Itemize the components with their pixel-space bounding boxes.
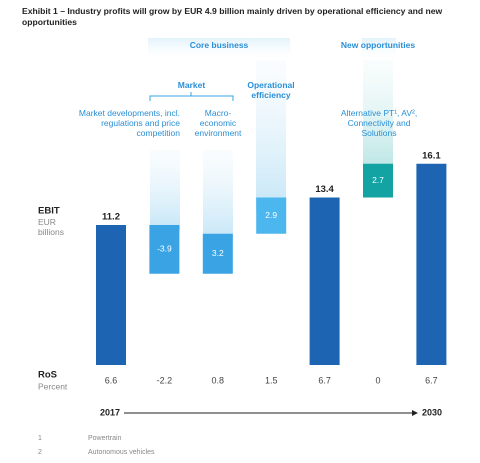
market-bracket	[149, 92, 234, 101]
glow-column	[256, 60, 286, 210]
ros-value: -2.2	[157, 375, 173, 385]
ros-unit: Percent	[38, 381, 68, 391]
description: Alternative PT¹, AV², Connectivity and S…	[340, 108, 418, 138]
bar	[256, 197, 287, 234]
timeline-end: 2030	[422, 407, 442, 417]
value-label: -3.9	[157, 244, 172, 254]
ros-value: 6.7	[318, 375, 331, 385]
timeline-start: 2017	[100, 407, 120, 417]
group-label: Operational efficiency	[247, 80, 295, 100]
description: Macro-economic environment	[194, 108, 242, 138]
glow-column	[203, 150, 233, 240]
footnote-number: 2	[38, 449, 42, 456]
value-label: 16.1	[422, 150, 441, 161]
footnote-number: 1	[38, 435, 42, 442]
ros-value: 0.8	[212, 375, 225, 385]
value-label: 2.9	[265, 210, 277, 220]
bar	[309, 197, 340, 365]
value-label: 2.7	[372, 175, 384, 185]
ros-value: 0	[375, 375, 380, 385]
y-label: EBIT	[38, 206, 60, 217]
group-label: Market	[177, 80, 206, 90]
bar	[96, 225, 126, 365]
value-label: 13.4	[315, 184, 334, 195]
bar	[149, 225, 180, 274]
description: Market developments, incl. regulations a…	[78, 108, 180, 138]
core-business-band	[148, 38, 290, 62]
y-unit: EUR billions	[38, 217, 64, 237]
chart-title: Exhibit 1 – Industry profits will grow b…	[22, 6, 443, 27]
group-label: Core business	[189, 40, 249, 50]
ros-label: RoS	[38, 370, 57, 381]
footnote-text: Autonomous vehicles	[88, 449, 155, 456]
ros-value: 6.7	[425, 375, 438, 385]
ros-value: 6.6	[105, 375, 118, 385]
group-label: New opportunities	[340, 40, 416, 50]
timeline-arrow	[412, 410, 418, 416]
bar	[202, 233, 233, 274]
value-label: 11.2	[102, 212, 120, 223]
ros-value: 1.5	[265, 375, 278, 385]
footnote-text: Powertrain	[88, 435, 122, 442]
value-label: 3.2	[212, 248, 224, 258]
bar	[416, 163, 447, 365]
glow-column	[363, 60, 393, 180]
bar	[363, 163, 393, 198]
glow-column	[150, 150, 180, 230]
new-opportunities-band	[362, 38, 396, 62]
